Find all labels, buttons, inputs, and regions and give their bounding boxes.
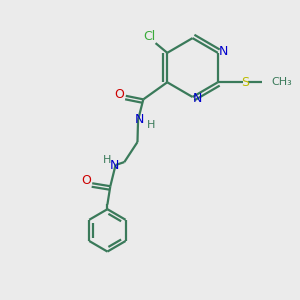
Text: H: H: [147, 120, 155, 130]
Text: H: H: [103, 155, 111, 165]
Text: N: N: [110, 158, 119, 172]
Text: S: S: [242, 76, 250, 89]
Text: N: N: [218, 45, 228, 58]
Text: N: N: [134, 113, 144, 127]
Text: N: N: [193, 92, 203, 105]
Text: CH₃: CH₃: [272, 77, 292, 87]
Text: O: O: [81, 174, 91, 188]
Text: O: O: [114, 88, 124, 101]
Text: Cl: Cl: [144, 30, 156, 43]
